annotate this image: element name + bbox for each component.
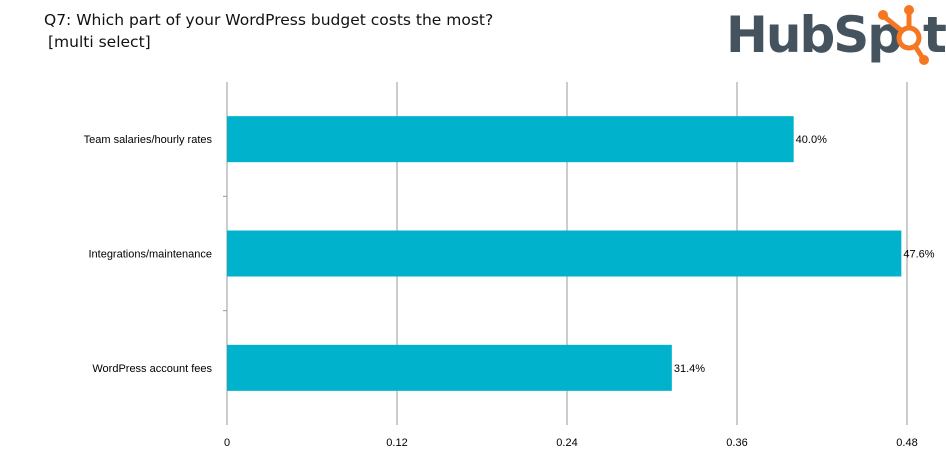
data-label: 47.6% [903,249,934,261]
x-tick-label: 0.36 [726,437,747,449]
title-line-2: [multi select] [48,33,151,51]
svg-text:HubSp: HubSp [726,6,901,64]
chart-title: Q7: Which part of your WordPress budget … [44,9,493,53]
x-tick-label: 0.24 [556,437,577,449]
x-tick-label: 0.48 [896,437,917,449]
data-label: 31.4% [674,363,705,375]
data-label: 40.0% [796,134,827,146]
svg-text:t: t [923,6,946,64]
bar [227,116,794,163]
x-tick-label: 0 [224,437,230,449]
x-tick-label: 0.12 [386,437,407,449]
category-label: WordPress account fees [92,363,212,375]
hubspot-logo: HubSp t [726,5,946,65]
category-label: Team salaries/hourly rates [84,134,213,146]
category-label: Integrations/maintenance [88,249,212,261]
bar [227,344,672,391]
title-line-1: Q7: Which part of your WordPress budget … [44,11,494,29]
bar [227,230,902,277]
